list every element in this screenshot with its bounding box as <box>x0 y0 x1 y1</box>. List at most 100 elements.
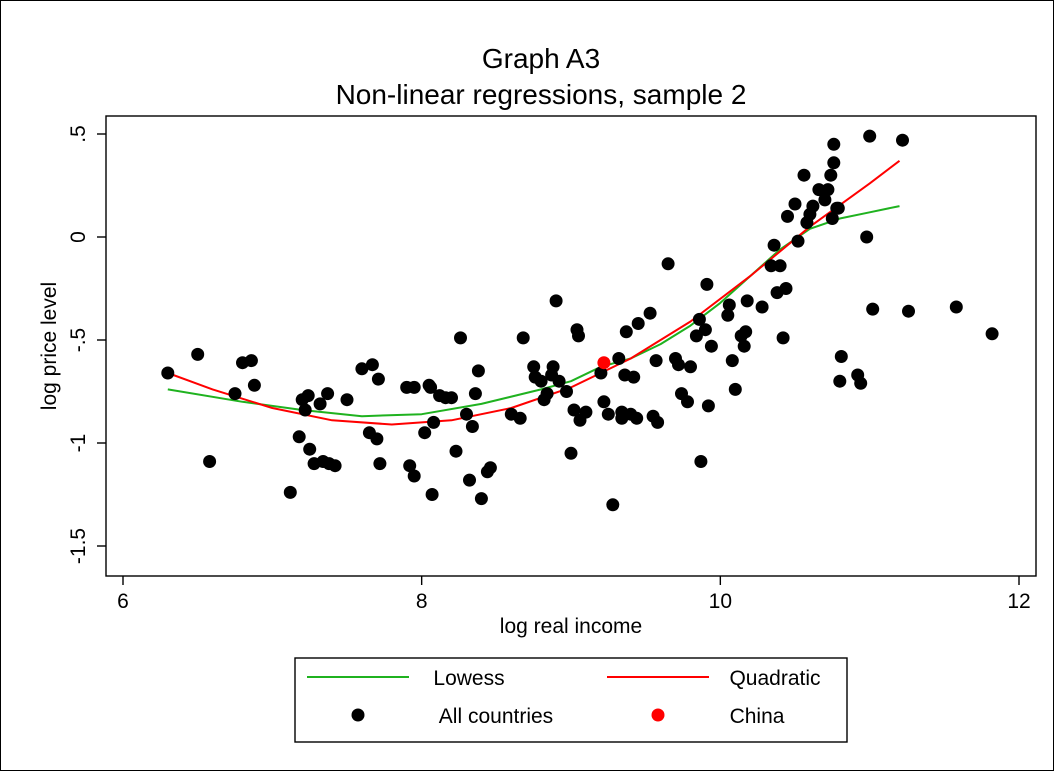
all-countries-point <box>340 393 354 407</box>
all-countries-point <box>779 282 793 295</box>
all-countries-point <box>812 183 826 197</box>
all-countries-point <box>449 444 463 458</box>
all-countries-point <box>567 403 581 417</box>
all-countries-point <box>465 420 479 433</box>
all-countries-point <box>244 354 258 368</box>
y-tick-label: 0 <box>67 231 90 243</box>
all-countries-point <box>463 473 476 487</box>
all-countries-point <box>755 300 769 314</box>
all-countries-point <box>203 455 217 468</box>
all-countries-point <box>601 407 615 421</box>
all-countries-point <box>788 197 802 211</box>
all-countries-point <box>649 354 663 368</box>
all-countries-point <box>651 415 665 429</box>
all-countries-point <box>546 360 560 374</box>
y-axis-label: log price level <box>38 282 61 410</box>
all-countries-point <box>827 156 841 170</box>
all-countries-point <box>728 382 742 396</box>
chart-title: Graph A3 <box>482 43 600 74</box>
all-countries-point <box>403 459 417 473</box>
all-countries-point <box>579 405 593 419</box>
all-countries-point <box>247 378 261 392</box>
all-countries-point <box>860 230 874 244</box>
all-countries-point <box>776 331 790 345</box>
all-countries-point <box>549 294 563 308</box>
scatter-points <box>161 129 999 512</box>
all-countries-point <box>370 432 384 446</box>
all-countries-point <box>700 277 714 291</box>
all-countries-point <box>834 350 848 363</box>
all-countries-point <box>630 411 644 425</box>
all-countries-point <box>896 133 909 147</box>
all-countries-point <box>631 317 645 330</box>
all-countries-point <box>606 498 620 512</box>
chart-subtitle: Non-linear regressions, sample 2 <box>336 79 747 110</box>
x-tick-label: 6 <box>117 590 129 613</box>
all-countries-point <box>627 370 641 384</box>
all-countries-point <box>303 442 317 456</box>
all-countries-point <box>365 358 379 372</box>
all-countries-point <box>833 374 847 388</box>
all-countries-point <box>425 488 439 501</box>
all-countries-point <box>722 298 736 312</box>
y-tick-label: .5 <box>67 125 90 143</box>
all-countries-point <box>313 397 327 411</box>
all-countries-point <box>854 376 868 390</box>
all-countries-point <box>407 380 421 394</box>
x-axis: 6 8 10 12 <box>117 576 1031 613</box>
legend-china-label: China <box>730 705 785 728</box>
all-countries-point <box>725 354 739 368</box>
all-countries-point <box>321 387 335 401</box>
all-countries-point <box>191 347 205 361</box>
all-countries-point <box>818 193 832 207</box>
all-countries-point <box>516 331 530 345</box>
all-countries-point <box>572 329 585 343</box>
all-countries-point <box>739 325 753 339</box>
all-countries-point <box>949 300 963 314</box>
legend-box <box>294 657 848 743</box>
all-countries-point <box>564 446 578 460</box>
plot-region <box>105 115 1037 577</box>
all-countries-point <box>764 259 778 273</box>
x-tick-label: 8 <box>416 590 428 613</box>
all-countries-point <box>672 358 685 372</box>
all-countries-point <box>471 364 485 378</box>
all-countries-point <box>825 212 839 225</box>
all-countries-point <box>791 234 805 248</box>
all-countries-point <box>902 304 915 318</box>
x-tick-label: 12 <box>1007 590 1030 613</box>
all-countries-point <box>773 259 787 273</box>
all-countries-point <box>373 457 387 471</box>
all-countries-point <box>612 352 626 365</box>
all-countries-point <box>692 312 706 326</box>
y-axis: -1.5 -1 -.5 0 .5 <box>67 125 106 564</box>
all-countries-point <box>513 411 527 425</box>
all-countries-point <box>985 327 999 341</box>
all-countries-point <box>460 407 473 421</box>
all-countries-point <box>371 372 385 386</box>
all-countries-point <box>424 380 438 394</box>
all-countries-point <box>781 209 794 223</box>
all-countries-point <box>355 362 369 376</box>
all-countries-point <box>698 323 712 337</box>
all-countries-point <box>292 430 306 444</box>
all-countries-point <box>483 461 497 475</box>
all-countries-point <box>721 308 735 322</box>
all-countries-point <box>283 485 297 499</box>
all-countries-point <box>806 199 820 213</box>
all-countries-point <box>619 325 633 339</box>
all-countries-point <box>474 492 488 506</box>
all-countries-point <box>418 426 432 440</box>
all-countries-point <box>824 168 838 182</box>
y-tick-label: -1 <box>67 434 90 453</box>
legend-all-countries-marker <box>351 708 365 722</box>
all-countries-point <box>767 238 781 252</box>
all-countries-point <box>704 339 718 353</box>
all-countries-point <box>737 339 751 353</box>
legend-lowess-label: Lowess <box>433 667 504 690</box>
all-countries-point <box>301 389 315 403</box>
all-countries-point <box>594 366 608 380</box>
all-countries-point <box>597 395 611 409</box>
x-axis-label: log real income <box>500 615 642 638</box>
